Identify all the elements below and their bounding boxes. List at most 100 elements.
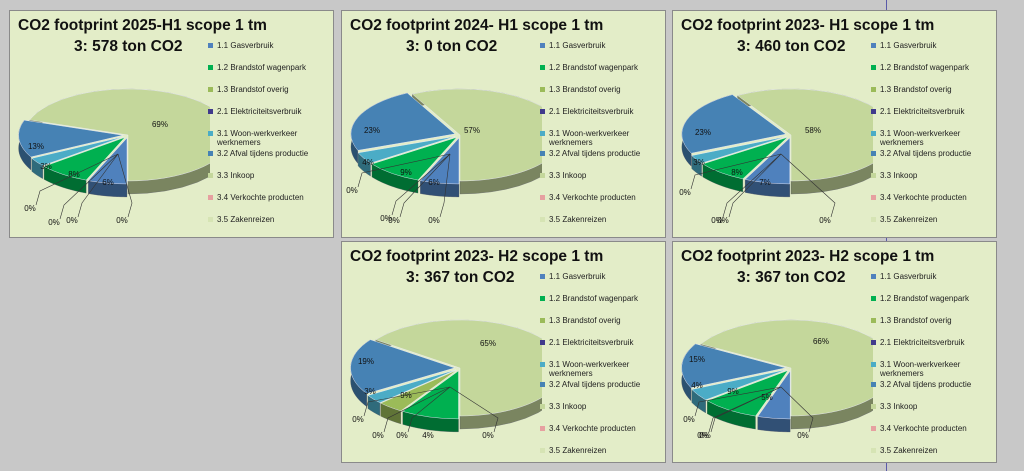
legend-label: 1.1 Gasverbruik	[880, 41, 937, 50]
legend-label: 1.2 Brandstof wagenpark	[880, 294, 969, 303]
legend-swatch	[208, 195, 213, 200]
pie-slice-2	[402, 370, 459, 420]
data-label-6: 15%	[689, 355, 705, 364]
legend-label: 3.1 Woon-werkverkeer werknemers	[549, 129, 630, 147]
legend-label: 3.1 Woon-werkverkeer werknemers	[549, 360, 630, 378]
legend-label: 3.4 Verkochte producten	[880, 424, 967, 433]
legend-item: 3.5 Zakenreizen	[208, 215, 316, 224]
legend-item: 3.5 Zakenreizen	[540, 446, 648, 455]
data-label-3: 0%	[48, 218, 60, 227]
data-label-5: 4%	[362, 158, 374, 167]
legend-item: 1.3 Brandstof overig	[540, 316, 648, 325]
pie-slice-3	[380, 370, 457, 412]
legend-label: 3.3 Inkoop	[549, 171, 587, 180]
legend-label: 3.3 Inkoop	[549, 402, 587, 411]
legend-swatch	[208, 151, 213, 156]
leader-line	[780, 386, 814, 433]
legend-swatch	[208, 43, 213, 48]
legend-item: 3.4 Verkochte producten	[540, 193, 648, 202]
data-label-3: 0%	[711, 216, 723, 225]
legend-label: 3.3 Inkoop	[880, 402, 918, 411]
pie-chart: 7%8%0%0%3%23% 58%0% 0%	[679, 88, 873, 225]
legend-label: 2.1 Elektriciteitsverbruik	[880, 338, 965, 347]
legend-swatch	[208, 109, 213, 114]
legend-item: 3.5 Zakenreizen	[540, 215, 648, 224]
legend-item: 2.1 Elektriciteitsverbruik	[871, 338, 979, 347]
legend-swatch	[540, 382, 545, 387]
legend-swatch	[540, 296, 545, 301]
leader-line	[694, 386, 782, 417]
legend-swatch	[871, 448, 876, 453]
pie-slice-5	[357, 136, 456, 164]
data-label-1: 7%	[759, 178, 771, 187]
data-label-4: 0%	[24, 204, 36, 213]
chart-title: CO2 footprint 2025-H1 scope 1 tm 3: 578 t…	[10, 15, 327, 57]
pie-slice-7	[375, 319, 542, 417]
legend-swatch	[871, 151, 876, 156]
legend-label: 3.2 Afval tijdens productie	[880, 149, 972, 158]
legend-label: 2.1 Elektriciteitsverbruik	[549, 107, 634, 116]
legend-swatch	[871, 87, 876, 92]
pie-top-group	[18, 88, 210, 185]
pie-slice-5	[691, 369, 787, 401]
pie-chart: 0% 9% 4% 0% 3% 19% 65% 0% 0%	[350, 319, 542, 440]
data-label-5: 3%	[40, 162, 52, 171]
legend-label: 3.4 Verkochte producten	[217, 193, 304, 202]
legend-swatch	[871, 274, 876, 279]
legend-item: 3.3 Inkoop	[871, 402, 979, 411]
legend-swatch	[540, 426, 545, 431]
legend-swatch	[208, 131, 213, 136]
pie-slice-1	[757, 370, 791, 420]
pie-slice-7	[29, 88, 210, 182]
chart-title: CO2 footprint 2023- H2 scope 1 tm 3: 367 …	[673, 246, 990, 288]
data-label-1: 5%	[761, 393, 773, 402]
legend-swatch	[871, 195, 876, 200]
legend-label: 3.2 Afval tijdens productie	[549, 380, 641, 389]
legend-swatch	[540, 362, 545, 367]
legend-swatch	[208, 217, 213, 222]
leader-line	[77, 153, 119, 218]
legend-swatch	[540, 65, 545, 70]
legend-swatch	[871, 109, 876, 114]
data-label-8: 0%	[66, 216, 78, 225]
legend-item: 3.1 Woon-werkverkeer werknemers	[540, 360, 648, 378]
legend-label: 1.3 Brandstof overig	[880, 85, 952, 94]
legend-label: 1.1 Gasverbruik	[549, 272, 606, 281]
legend-label: 1.2 Brandstof wagenpark	[880, 63, 969, 72]
legend-item: 1.1 Gasverbruik	[871, 41, 979, 50]
legend-item: 1.3 Brandstof overig	[871, 316, 979, 325]
leader-line	[690, 153, 782, 190]
leader-line	[117, 153, 133, 218]
legend-swatch	[208, 87, 213, 92]
legend-item: 3.4 Verkochte producten	[871, 193, 979, 202]
legend-item: 3.3 Inkoop	[540, 402, 648, 411]
legend-item: 1.3 Brandstof overig	[208, 85, 316, 94]
leader-line	[407, 386, 451, 433]
legend-item: 2.1 Elektriciteitsverbruik	[540, 107, 648, 116]
pie-slice-2	[43, 137, 125, 181]
legend-swatch	[871, 65, 876, 70]
chart-title: CO2 footprint 2023- H2 scope 1 tm 3: 367 …	[342, 246, 659, 288]
chart-panel-3: CO2 footprint 2023- H1 scope 1 tm 3: 460 …	[672, 10, 997, 238]
data-label-8: 0%	[388, 216, 400, 225]
legend-item: 1.2 Brandstof wagenpark	[208, 63, 316, 72]
leader-line	[722, 153, 782, 218]
pie-slice-1	[744, 137, 791, 185]
chart-title-line-1: CO2 footprint 2023- H2 scope 1 tm	[681, 248, 935, 265]
pie-chart: 6%9%0%0%4%23% 57%0% 0%	[346, 88, 542, 225]
pie-chart: 6% 8% 0% 0% 3% 13% 69% 0% 0%	[18, 88, 210, 227]
legend-swatch	[871, 318, 876, 323]
legend-item: 3.3 Inkoop	[208, 171, 316, 180]
legend-item: 1.2 Brandstof wagenpark	[540, 294, 648, 303]
legend-swatch	[540, 404, 545, 409]
legend-swatch	[540, 318, 545, 323]
data-label-2: 9%	[727, 387, 739, 396]
leader-line	[35, 153, 119, 206]
legend-item: 2.1 Elektriciteitsverbruik	[871, 107, 979, 116]
legend-label: 3.1 Woon-werkverkeer werknemers	[217, 129, 298, 147]
pie-slice-7	[700, 319, 873, 417]
chart-panel-4: CO2 footprint 2023- H2 scope 1 tm 3: 367 …	[341, 241, 666, 463]
chart-title-line-1: CO2 footprint 2023- H1 scope 1 tm	[681, 17, 935, 34]
pie-slice-6	[18, 119, 123, 158]
legend-item: 1.1 Gasverbruik	[208, 41, 316, 50]
